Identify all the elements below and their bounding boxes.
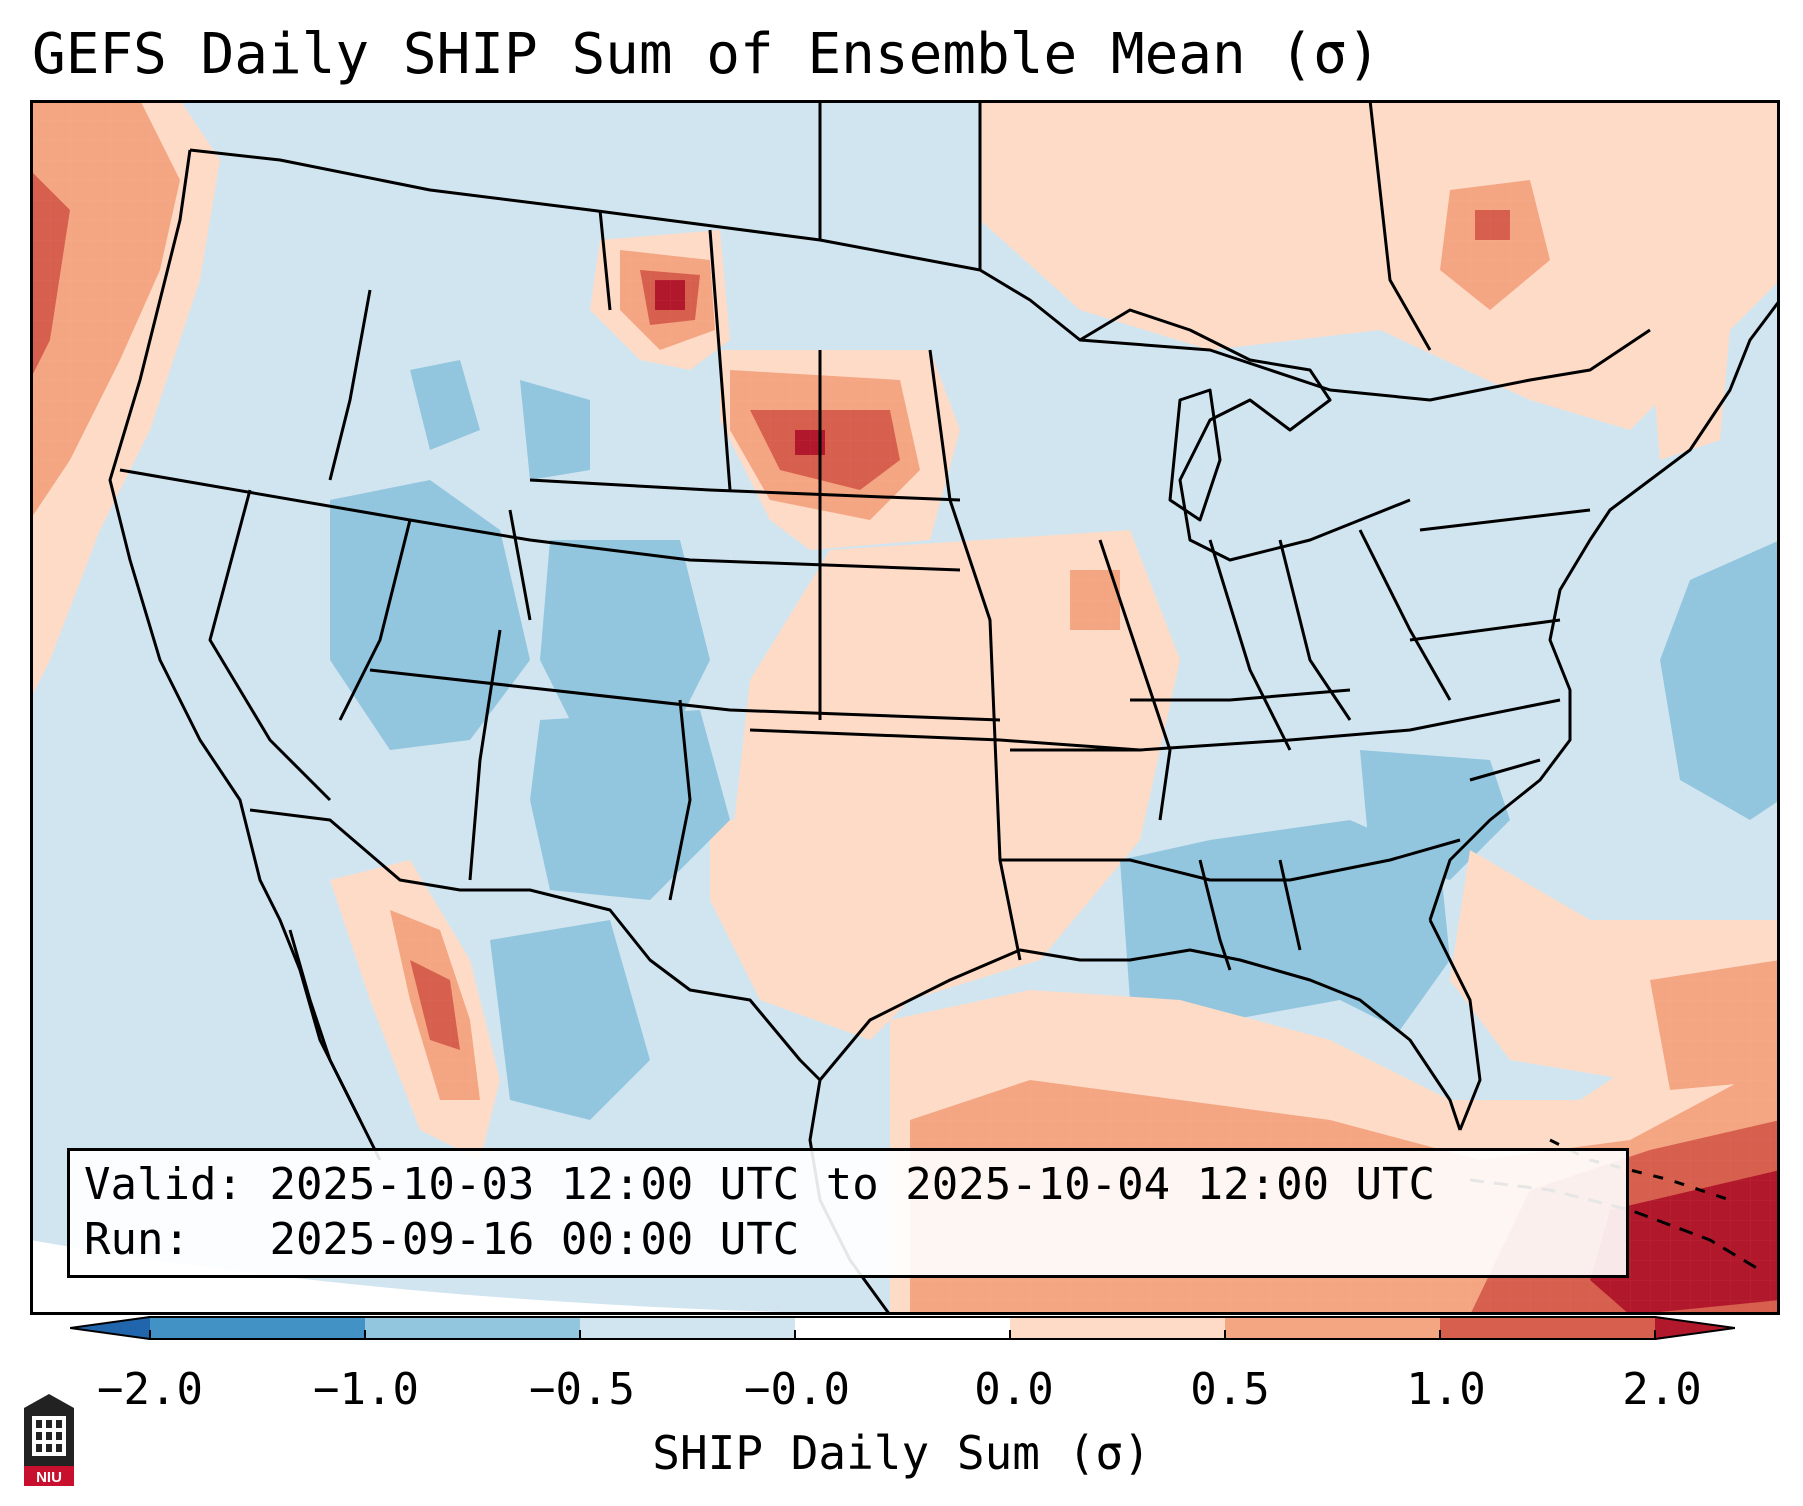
state-line-10 [668, 699, 692, 901]
state-line-16 [1098, 539, 1172, 821]
valid-label: Valid: [84, 1159, 243, 1210]
state-line-8 [468, 629, 502, 881]
state-line-5 [338, 519, 412, 721]
boundaries [108, 100, 1780, 1315]
canada-province-1 [598, 209, 612, 311]
state-line-20 [1198, 859, 1232, 971]
colorbar-segment-2 [580, 1316, 796, 1340]
run-label: Run: [84, 1214, 190, 1265]
colorbar-segment-3 [795, 1316, 1011, 1340]
state-line-17 [1208, 539, 1292, 751]
state-line-11 [749, 728, 1141, 752]
state-line-24 [1409, 618, 1561, 642]
tick-label-1: −1.0 [313, 1364, 419, 1415]
colorbar-over-arrow [1655, 1316, 1735, 1340]
figure-title: GEFS Daily SHIP Sum of Ensemble Mean (σ) [32, 22, 1381, 87]
map-svg [30, 100, 1780, 1315]
tick-label-6: 1.0 [1406, 1364, 1486, 1415]
great-lakes [1079, 308, 1411, 562]
colorbar-segment-5 [1225, 1316, 1441, 1340]
colorbar-segment-1 [365, 1316, 581, 1340]
tick-label-4: 0.0 [974, 1364, 1054, 1415]
state-line-4 [508, 509, 532, 621]
colorbar [69, 1316, 1736, 1340]
state-line-13 [928, 349, 1022, 961]
state-line-25 [1469, 758, 1541, 782]
state-line-19 [1358, 529, 1452, 701]
baja-coast [288, 929, 362, 1121]
state-line-2 [529, 478, 961, 502]
colorbar-segment-4 [1010, 1316, 1226, 1340]
state-line-6 [328, 289, 372, 481]
state-line-9 [369, 668, 1001, 722]
niu-logo: NIU [20, 1388, 78, 1488]
tick-label-7: 2.0 [1622, 1364, 1702, 1415]
colorbar-segment-6 [1440, 1316, 1656, 1340]
state-line-22 [1130, 688, 1351, 702]
state-line-7 [208, 489, 332, 802]
canada-province-4 [1368, 100, 1432, 351]
florida-coast [1428, 919, 1482, 1131]
map-frame [30, 100, 1780, 1315]
us-mexico-border [249, 808, 822, 1082]
valid-value: 2025-10-03 12:00 UTC to 2025-10-04 12:00… [269, 1159, 1436, 1210]
state-line-23 [1419, 508, 1591, 532]
pixel-grid [30, 100, 1780, 1315]
niu-logo-text: NIU [36, 1469, 62, 1486]
niu-logo-svg: NIU [24, 1394, 74, 1486]
colorbar-segment-0 [150, 1316, 366, 1340]
tick-label-3: −0.0 [744, 1364, 850, 1415]
validity-box: Valid: 2025-10-03 12:00 UTC to 2025-10-0… [67, 1148, 1629, 1278]
map-panel[interactable] [30, 100, 1780, 1315]
state-line-1 [119, 468, 961, 572]
state-line-21 [1278, 859, 1302, 951]
colorbar-svg [69, 1316, 1736, 1340]
west-coast [108, 149, 382, 1161]
us-gulf-coast [818, 948, 1462, 1131]
run-value: 2025-09-16 00:00 UTC [269, 1214, 800, 1265]
state-line-14 [1000, 838, 1461, 882]
state-line-18 [1278, 539, 1352, 721]
tick-label-0: −2.0 [97, 1364, 203, 1415]
colorbar-ticks: −2.0 −1.0 −0.5 −0.0 0.0 0.5 1.0 2.0 [0, 1364, 1803, 1415]
colorbar-label: SHIP Daily Sum (σ) [652, 1426, 1151, 1480]
state-line-3 [708, 229, 732, 491]
tick-label-2: −0.5 [529, 1364, 635, 1415]
tick-label-5: 0.5 [1190, 1364, 1270, 1415]
us-canada-border [189, 148, 1651, 402]
east-coast [1428, 299, 1780, 921]
lake-michigan [1168, 388, 1222, 522]
colorbar-under-arrow [70, 1316, 150, 1340]
state-line-15 [1010, 698, 1561, 752]
